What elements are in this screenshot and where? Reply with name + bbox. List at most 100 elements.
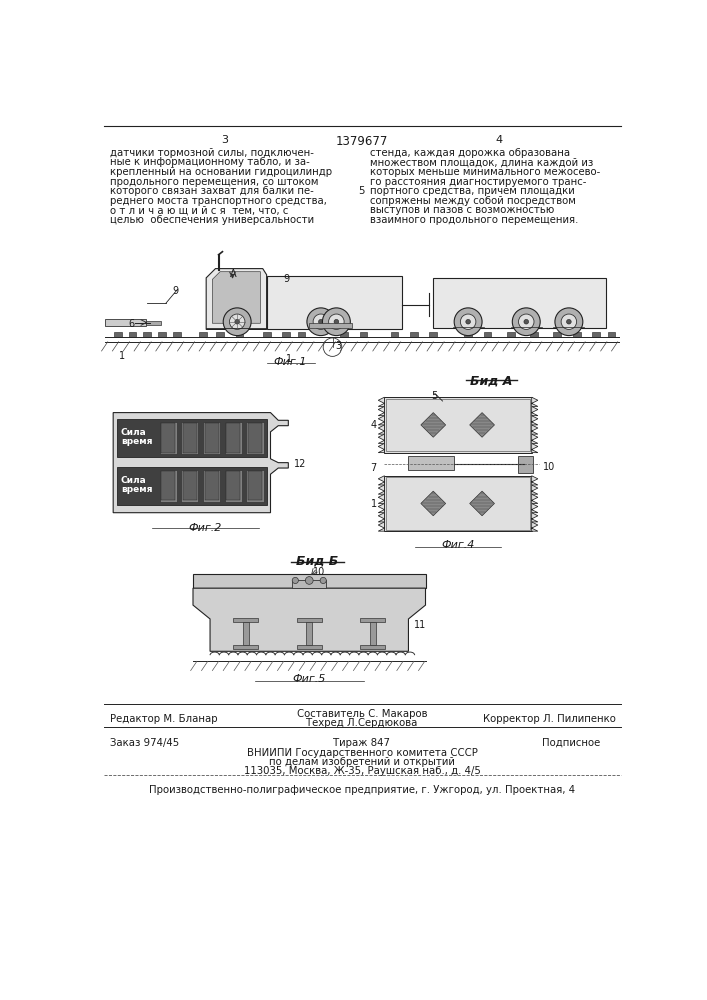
Circle shape xyxy=(454,308,482,336)
Circle shape xyxy=(555,308,583,336)
Circle shape xyxy=(305,577,313,584)
Text: которых меньше минимального межосево-: которых меньше минимального межосево- xyxy=(370,167,600,177)
Bar xyxy=(183,423,197,453)
Polygon shape xyxy=(378,522,385,531)
Circle shape xyxy=(319,319,323,324)
Bar xyxy=(292,580,327,588)
Polygon shape xyxy=(532,416,538,425)
Circle shape xyxy=(460,314,476,329)
Text: реднего моста транспортного средства,: реднего моста транспортного средства, xyxy=(110,196,327,206)
Polygon shape xyxy=(378,416,385,425)
Polygon shape xyxy=(113,413,288,513)
Text: А: А xyxy=(230,269,236,279)
Bar xyxy=(160,422,177,454)
Text: Сила: Сила xyxy=(121,476,146,485)
Text: Фиг.5: Фиг.5 xyxy=(293,674,326,684)
Bar xyxy=(226,423,240,453)
Polygon shape xyxy=(421,413,445,437)
Text: 10: 10 xyxy=(313,567,325,577)
Polygon shape xyxy=(378,476,385,485)
Bar xyxy=(370,622,376,645)
Bar xyxy=(592,332,600,337)
Bar xyxy=(433,278,606,328)
Bar xyxy=(391,332,398,337)
Polygon shape xyxy=(193,588,426,651)
Bar xyxy=(410,332,418,337)
Text: 7: 7 xyxy=(370,463,377,473)
Text: 5: 5 xyxy=(431,391,437,401)
Polygon shape xyxy=(469,491,494,516)
Text: время: время xyxy=(121,485,153,494)
Circle shape xyxy=(223,308,251,336)
Circle shape xyxy=(313,314,329,329)
Bar xyxy=(233,645,258,649)
Circle shape xyxy=(329,314,344,329)
Text: 113035, Москва, Ж-35, Раушская наб., д. 4/5: 113035, Москва, Ж-35, Раушская наб., д. … xyxy=(243,766,480,776)
Text: которого связан захват для балки пе-: которого связан захват для балки пе- xyxy=(110,186,314,196)
Bar xyxy=(263,332,271,337)
Text: время: время xyxy=(121,437,153,446)
Bar xyxy=(203,470,220,502)
Bar xyxy=(298,332,305,337)
Circle shape xyxy=(320,577,327,584)
Text: 3: 3 xyxy=(221,135,228,145)
Bar xyxy=(204,423,218,453)
Polygon shape xyxy=(378,406,385,416)
Text: по делам изобретений и открытий: по делам изобретений и открытий xyxy=(269,757,455,767)
Bar xyxy=(173,332,180,337)
Bar xyxy=(203,422,220,454)
Polygon shape xyxy=(532,494,538,503)
Bar xyxy=(267,276,402,329)
Text: целью  обеспечения универсальности: целью обеспечения универсальности xyxy=(110,215,314,225)
Text: Заказ 974/45: Заказ 974/45 xyxy=(110,738,180,748)
Bar xyxy=(161,471,175,500)
Polygon shape xyxy=(378,485,385,494)
Text: Тираж 847: Тираж 847 xyxy=(334,738,390,748)
Bar xyxy=(408,456,454,470)
Bar xyxy=(235,332,243,337)
Bar xyxy=(340,332,348,337)
Text: Производственно-полиграфическое предприятие, г. Ужгород, ул. Проектная, 4: Производственно-полиграфическое предприя… xyxy=(149,785,575,795)
Text: о т л и ч а ю щ и й с я  тем, что, с: о т л и ч а ю щ и й с я тем, что, с xyxy=(110,205,288,215)
Text: 6: 6 xyxy=(129,319,135,329)
Text: Бид А: Бид А xyxy=(470,374,513,387)
Text: датчики тормозной силы, подключен-: датчики тормозной силы, подключен- xyxy=(110,148,314,158)
Text: Корректор Л. Пилипенко: Корректор Л. Пилипенко xyxy=(482,714,615,724)
Circle shape xyxy=(307,308,335,336)
Polygon shape xyxy=(378,425,385,434)
Text: 9: 9 xyxy=(172,286,178,296)
Text: Подписное: Подписное xyxy=(542,738,600,748)
Polygon shape xyxy=(532,434,538,443)
Bar xyxy=(573,332,580,337)
Polygon shape xyxy=(532,485,538,494)
Bar xyxy=(484,332,491,337)
Circle shape xyxy=(334,319,339,324)
Circle shape xyxy=(466,319,470,324)
Polygon shape xyxy=(532,503,538,513)
Bar xyxy=(361,618,385,622)
Text: 1: 1 xyxy=(370,499,377,509)
Bar xyxy=(607,332,615,337)
Circle shape xyxy=(513,308,540,336)
Bar xyxy=(297,645,322,649)
Bar xyxy=(518,456,533,473)
Text: го расстояния диагностируемого транс-: го расстояния диагностируемого транс- xyxy=(370,177,586,187)
Bar xyxy=(297,618,322,622)
Circle shape xyxy=(566,319,571,324)
Polygon shape xyxy=(469,413,494,437)
Polygon shape xyxy=(206,269,267,329)
Text: ВНИИПИ Государственного комитета СССР: ВНИИПИ Государственного комитета СССР xyxy=(247,748,477,758)
Text: Фиг.1: Фиг.1 xyxy=(273,357,307,367)
Bar xyxy=(144,332,151,337)
Bar xyxy=(158,332,166,337)
Bar xyxy=(243,622,249,645)
Bar xyxy=(114,332,122,337)
Text: портного средства, причем площадки: портного средства, причем площадки xyxy=(370,186,575,196)
Text: Составитель С. Макаров: Составитель С. Макаров xyxy=(297,709,427,719)
Polygon shape xyxy=(378,397,385,406)
Text: Сила: Сила xyxy=(121,428,146,437)
Polygon shape xyxy=(532,425,538,434)
Bar xyxy=(247,470,264,502)
Polygon shape xyxy=(378,494,385,503)
Bar xyxy=(182,422,199,454)
